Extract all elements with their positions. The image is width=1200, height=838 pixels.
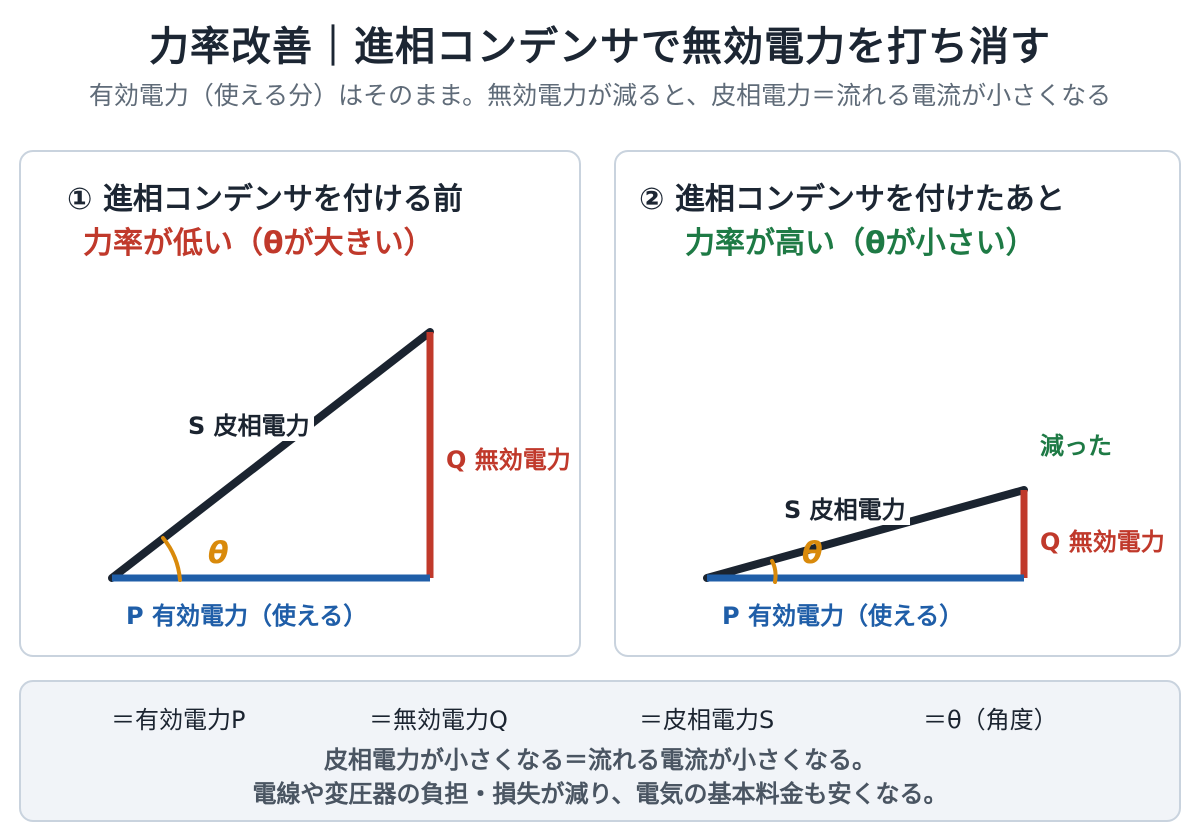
- after-theta-label: θ: [802, 536, 823, 571]
- page-title: 力率改善｜進相コンデンサで無効電力を打ち消す: [149, 24, 1051, 70]
- before-theta-label: θ: [208, 536, 229, 571]
- legend-s: ＝皮相電力S: [639, 700, 774, 734]
- panel-after: ② 進相コンデンサを付けたあと 力率が高い（θが小さい）: [614, 150, 1181, 657]
- before-q-label: Q 無効電力: [446, 446, 571, 474]
- legend-s-text: ＝皮相電力S: [639, 705, 775, 734]
- legend-p-text: ＝有効電力P: [111, 705, 246, 734]
- legend-theta: ＝θ（角度）: [923, 700, 1058, 734]
- panel-before: ① 進相コンデンサを付ける前 力率が低い（θが大きい）: [19, 150, 581, 657]
- page-subtitle: 有効電力（使える分）はそのまま。無効電力が減ると、皮相電力＝流れる電流が小さくな…: [88, 81, 1112, 110]
- panel-after-status: 力率が高い（θが小さい）: [685, 226, 1036, 261]
- panel-before-heading: ① 進相コンデンサを付ける前: [67, 182, 463, 217]
- legend-box: ＝有効電力P ＝無効電力Q ＝皮相電力S ＝θ（角度） 皮相電力が小さくなる＝流…: [19, 680, 1181, 822]
- before-p-label: P 有効電力（使える）: [126, 602, 368, 630]
- before-theta-arc: [161, 536, 182, 582]
- legend-note-line2: 電線や変圧器の負担・損失が減り、電気の基本料金も安くなる。: [252, 780, 948, 808]
- legend-p: ＝有効電力P: [111, 700, 245, 734]
- legend-note-line1: 皮相電力が小さくなる＝流れる電流が小さくなる。: [324, 746, 876, 774]
- legend-q: ＝無効電力Q: [369, 700, 508, 734]
- panel-after-heading: ② 進相コンデンサを付けたあと: [639, 182, 1065, 217]
- after-s-label: S 皮相電力: [780, 490, 910, 525]
- after-decreased-label: 減った: [1040, 432, 1112, 460]
- legend-theta-text: ＝θ（角度）: [923, 705, 1058, 734]
- after-q-label: Q 無効電力: [1040, 528, 1165, 556]
- legend-q-text: ＝無効電力Q: [369, 705, 508, 734]
- after-s-line: [703, 486, 1028, 582]
- after-p-label: P 有効電力（使える）: [722, 602, 964, 630]
- before-s-label: S 皮相電力: [184, 406, 314, 441]
- after-theta-arc: [770, 559, 778, 584]
- before-s-line: [108, 328, 434, 582]
- panel-before-status: 力率が低い（θが大きい）: [83, 226, 434, 261]
